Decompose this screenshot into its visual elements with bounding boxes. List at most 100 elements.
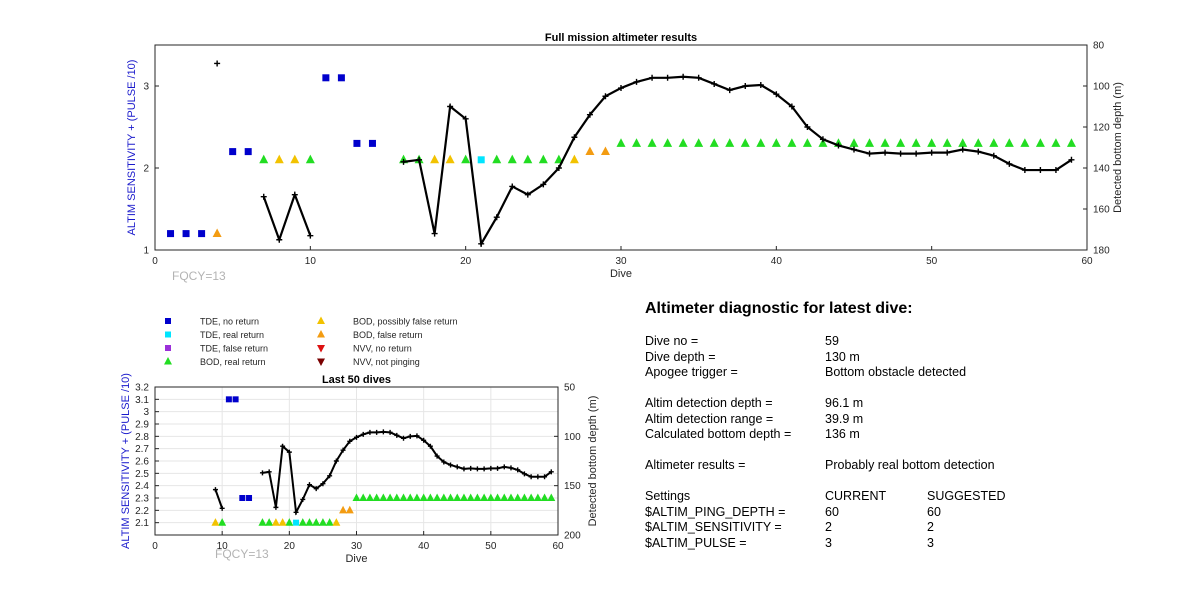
data-point — [506, 493, 515, 502]
depth-point — [521, 471, 527, 477]
data-point — [325, 518, 334, 526]
data-point — [345, 505, 354, 514]
depth-point — [367, 429, 373, 435]
data-point — [600, 146, 610, 156]
settings-header-label: Settings — [645, 489, 691, 503]
fqcy-annotation: FQCY=13 — [215, 547, 269, 561]
data-point — [756, 138, 766, 147]
data-point — [368, 139, 376, 147]
depth-point — [975, 148, 982, 155]
data-point — [232, 396, 239, 403]
legend-marker — [164, 356, 172, 365]
data-point — [1066, 138, 1076, 147]
data-point — [818, 138, 828, 147]
depth-point — [804, 124, 811, 130]
depth-point — [495, 465, 501, 471]
y-axis-label: ALTIM SENSITIVITY + (PULSE /10) — [126, 60, 138, 236]
data-point — [569, 154, 579, 164]
data-point — [459, 493, 468, 502]
depth-point — [407, 433, 413, 439]
data-point — [352, 493, 361, 502]
legend-marker — [317, 358, 325, 367]
y-right-tick-label: 160 — [1093, 205, 1110, 216]
data-point — [477, 156, 485, 164]
data-point — [740, 138, 750, 147]
altim-detection-depth-value: 96.1 m — [825, 396, 864, 410]
depth-point — [571, 134, 578, 141]
depth-point — [327, 473, 333, 479]
series-bod-possibly-false-return — [211, 518, 341, 526]
series-tde-no-return — [225, 396, 253, 501]
data-point — [399, 493, 408, 502]
data-point — [1020, 138, 1030, 147]
y-right-tick-label: 50 — [564, 383, 576, 394]
data-point — [942, 138, 952, 147]
data-point — [520, 493, 529, 502]
depth-point — [468, 465, 474, 471]
depth-point — [300, 496, 306, 502]
data-point — [880, 138, 890, 147]
depth-point — [293, 509, 299, 515]
y-axis-label: ALTIM SENSITIVITY + (PULSE /10) — [120, 373, 132, 549]
data-point — [787, 138, 797, 147]
depth-point — [273, 504, 279, 510]
data-point — [725, 138, 735, 147]
data-point — [426, 493, 435, 502]
y-tick-label: 2.6 — [135, 457, 149, 468]
series-bod-possibly-false-return — [274, 154, 579, 164]
x-tick-label: 60 — [1081, 256, 1093, 267]
data-point — [318, 518, 327, 526]
depth-point — [542, 474, 548, 480]
y-tick-label: 3.1 — [135, 395, 149, 406]
data-point — [527, 493, 536, 502]
data-point — [480, 493, 489, 502]
depth-point — [212, 487, 218, 493]
legend-label: TDE, false return — [200, 344, 268, 354]
altim-detection-range-label: Altim detection range = — [645, 411, 774, 426]
depth-point — [380, 429, 386, 435]
setting-ping-depth-label: $ALTIM_PING_DEPTH = — [645, 504, 786, 519]
depth-point — [340, 447, 346, 453]
depth-point — [1052, 167, 1059, 174]
data-point — [466, 493, 475, 502]
last50-chart: 0 10 20 30 40 50 60 2.12.22.3 2.42.52.6 2.72.82.9… — [120, 373, 599, 565]
depth-point — [695, 74, 702, 81]
altim-detection-range-value: 39.9 m — [825, 411, 864, 426]
y-tick-label: 2.5 — [135, 469, 149, 480]
series-bod-false-return — [339, 505, 354, 514]
settings-header-suggested: SUGGESTED — [927, 489, 1006, 503]
depth-point — [508, 465, 514, 471]
series-bottom-depth — [212, 429, 554, 516]
diagnostic-panel: Altimeter diagnostic for latest dive: Di… — [645, 300, 1145, 551]
data-point — [493, 493, 502, 502]
depth-point — [509, 183, 516, 190]
depth-point — [535, 474, 541, 480]
x-tick-label: 40 — [418, 541, 430, 552]
data-point — [547, 493, 556, 502]
data-point — [802, 138, 812, 147]
data-point — [274, 154, 284, 164]
depth-point — [882, 149, 889, 156]
chart-title: Full mission altimeter results — [545, 32, 697, 44]
data-point — [445, 154, 455, 164]
data-point — [379, 493, 388, 502]
data-point — [305, 154, 315, 164]
data-point — [258, 518, 267, 526]
legend-label: TDE, no return — [200, 317, 259, 327]
data-point — [1004, 138, 1014, 147]
depth-point — [214, 60, 221, 67]
x-tick-label: 10 — [305, 256, 317, 267]
data-point — [265, 518, 274, 526]
data-point — [554, 154, 564, 164]
depth-point — [333, 458, 339, 464]
legend-label: BOD, real return — [200, 357, 266, 367]
depth-point — [540, 181, 547, 188]
setting-sensitivity-suggested: 2 — [927, 520, 934, 534]
depth-point — [726, 87, 733, 94]
data-point — [523, 154, 533, 164]
depth-point — [462, 115, 469, 122]
data-point — [771, 138, 781, 147]
depth-point — [260, 193, 267, 200]
apogee-trigger-label: Apogee trigger = — [645, 365, 738, 379]
data-point — [632, 138, 642, 147]
